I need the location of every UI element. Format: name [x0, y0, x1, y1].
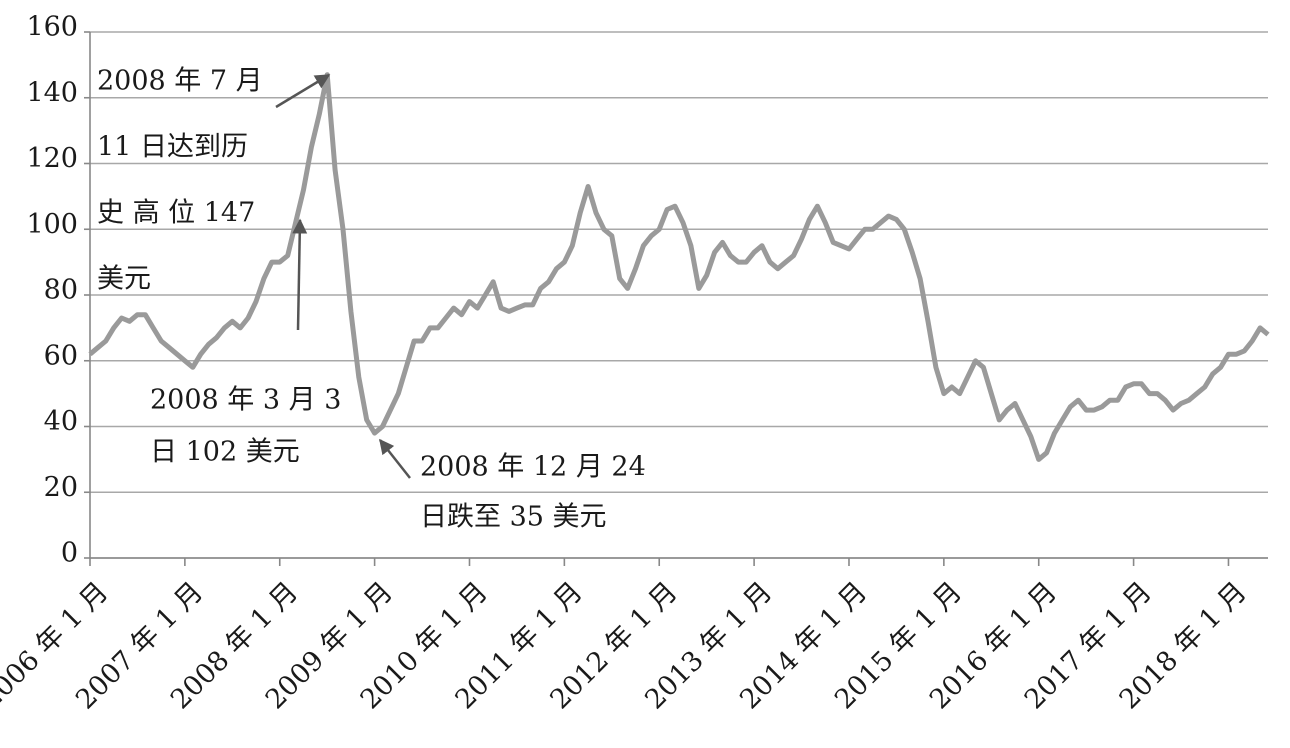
annotation: 2008 年 12 月 24 — [420, 452, 646, 483]
y-tick-label: 40 — [44, 406, 78, 437]
annotation: 美元 — [97, 264, 151, 295]
arrow — [379, 438, 411, 479]
annotation: 2008 年 7 月 — [97, 66, 263, 97]
y-tick-label: 160 — [26, 12, 78, 43]
annotation: 11 日达到历 — [97, 132, 248, 163]
y-tick-label: 20 — [44, 472, 78, 503]
y-tick-label: 100 — [26, 209, 78, 240]
y-tick-label: 140 — [26, 77, 78, 108]
y-tick-label: 80 — [44, 275, 78, 306]
annotation: 2008 年 3 月 3 — [150, 385, 341, 416]
y-tick-label: 60 — [44, 340, 78, 371]
arrow — [292, 218, 308, 331]
annotation: 史 高 位 147 — [97, 198, 255, 229]
y-tick-label: 120 — [26, 143, 78, 174]
annotation: 日 102 美元 — [150, 437, 300, 468]
annotation: 日跌至 35 美元 — [420, 502, 607, 533]
data-line — [88, 72, 1270, 462]
y-tick-label: 0 — [61, 538, 78, 569]
arrow — [275, 73, 331, 109]
